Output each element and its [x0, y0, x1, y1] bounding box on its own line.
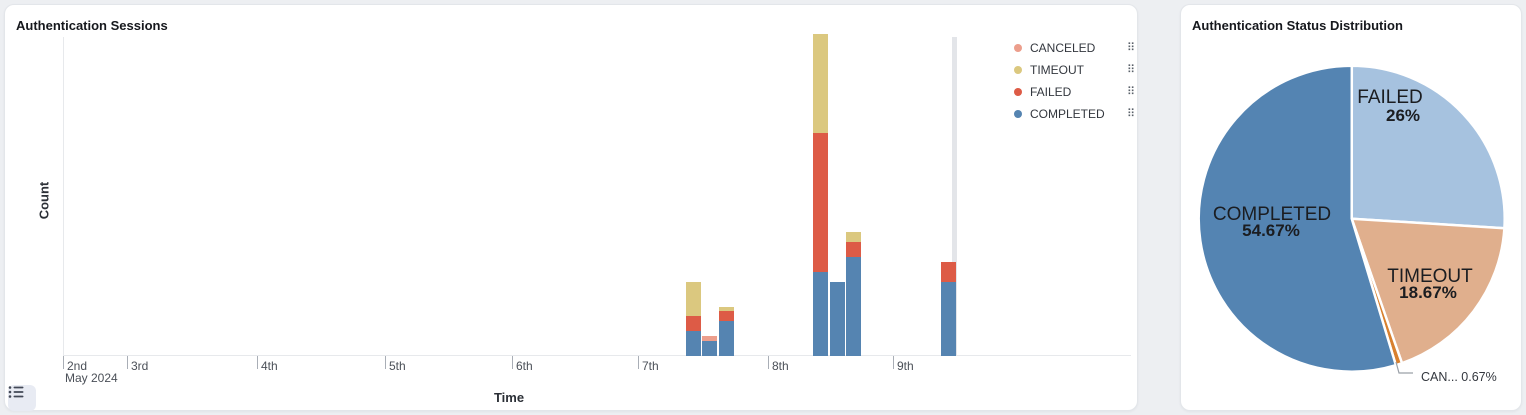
- legend-item-timeout[interactable]: TIMEOUT ⠿: [1010, 60, 1136, 80]
- x-axis-tick-label: 6th: [516, 359, 533, 373]
- x-axis-tick-mark: [63, 356, 64, 369]
- bar-segment-failed[interactable]: [719, 311, 734, 322]
- x-axis-tick-mark: [385, 356, 386, 369]
- legend-item-canceled[interactable]: CANCELED ⠿: [1010, 38, 1136, 58]
- legend-item-label: TIMEOUT: [1030, 63, 1084, 77]
- pie-slice-completed[interactable]: [1197, 64, 1398, 373]
- bar-segment-completed[interactable]: [686, 331, 701, 356]
- bar-segment-completed[interactable]: [813, 271, 828, 356]
- bar-segment-timeout[interactable]: [813, 34, 828, 134]
- pie-label-timeout: TIMEOUT: [1387, 266, 1473, 287]
- x-axis-tick-label: 7th: [642, 359, 659, 373]
- bar-segment-completed[interactable]: [941, 281, 956, 356]
- x-axis-tick-mark: [893, 356, 894, 369]
- legend-toggle-button[interactable]: [8, 385, 36, 411]
- bar-segment-completed[interactable]: [719, 321, 734, 356]
- bar-segment-failed[interactable]: [813, 133, 828, 272]
- drag-handle-icon[interactable]: ⠿: [1126, 63, 1135, 76]
- legend-color-dot: [1014, 66, 1022, 74]
- legend-color-dot: [1014, 44, 1022, 52]
- bar-segment-completed[interactable]: [829, 281, 845, 356]
- x-axis-title: Time: [493, 390, 525, 405]
- bar-segment-failed[interactable]: [941, 261, 956, 282]
- bar-segment-timeout[interactable]: [686, 281, 701, 317]
- bar-segment-timeout[interactable]: [845, 232, 861, 243]
- x-axis-tick-label: 5th: [389, 359, 406, 373]
- legend-item-failed[interactable]: FAILED ⠿: [1010, 82, 1136, 102]
- drag-handle-icon[interactable]: ⠿: [1126, 41, 1135, 54]
- x-axis-tick-label: 8th: [772, 359, 789, 373]
- x-axis-tick-label: 9th: [897, 359, 914, 373]
- x-axis-tick-mark: [257, 356, 258, 369]
- bar-segment-failed[interactable]: [686, 316, 701, 332]
- x-axis-tick-mark: [638, 356, 639, 369]
- x-axis-tick-label: 4th: [261, 359, 278, 373]
- bar-segment-failed[interactable]: [845, 242, 861, 257]
- bar-segment-completed[interactable]: [845, 257, 861, 356]
- bar-segment-canceled[interactable]: [702, 336, 717, 342]
- legend-item-completed[interactable]: COMPLETED ⠿: [1010, 104, 1136, 124]
- x-axis-tick-mark: [768, 356, 769, 369]
- legend-item-label: FAILED: [1030, 85, 1072, 99]
- bar-segment-completed[interactable]: [702, 341, 717, 356]
- pie-outside-label-canceled: CAN... 0.67%: [1421, 370, 1497, 384]
- legend-color-dot: [1014, 88, 1022, 96]
- pie-pct-timeout: 18.67%: [1399, 283, 1457, 302]
- drag-handle-icon[interactable]: ⠿: [1126, 107, 1135, 120]
- x-axis-tick-mark: [127, 356, 128, 369]
- legend-item-label: COMPLETED: [1030, 107, 1105, 121]
- drag-handle-icon[interactable]: ⠿: [1126, 85, 1135, 98]
- legend-item-label: CANCELED: [1030, 41, 1096, 55]
- x-axis-tick-mark: [512, 356, 513, 369]
- pie-leader-line: [1395, 361, 1413, 374]
- sessions-card-title: Authentication Sessions: [16, 17, 168, 33]
- pie-label-failed: FAILED: [1357, 87, 1423, 108]
- x-axis-tick-label: 2nd: [67, 359, 88, 373]
- x-axis-tick-sublabel: May 2024: [65, 371, 118, 385]
- axis-pointer-bar: [951, 37, 957, 356]
- pie-label-completed: COMPLETED: [1212, 204, 1332, 225]
- legend-color-dot: [1014, 110, 1022, 118]
- x-axis-tick-label: 3rd: [131, 359, 149, 373]
- pie-pct-failed: 26%: [1385, 106, 1421, 125]
- distribution-card-title: Authentication Status Distribution: [1192, 17, 1403, 33]
- bar-segment-timeout[interactable]: [719, 306, 734, 312]
- pie-pct-completed: 54.67%: [1242, 221, 1300, 240]
- x-axis-line: [63, 355, 1131, 356]
- y-axis-line: [63, 37, 64, 355]
- pie-slice-failed[interactable]: [1350, 64, 1506, 230]
